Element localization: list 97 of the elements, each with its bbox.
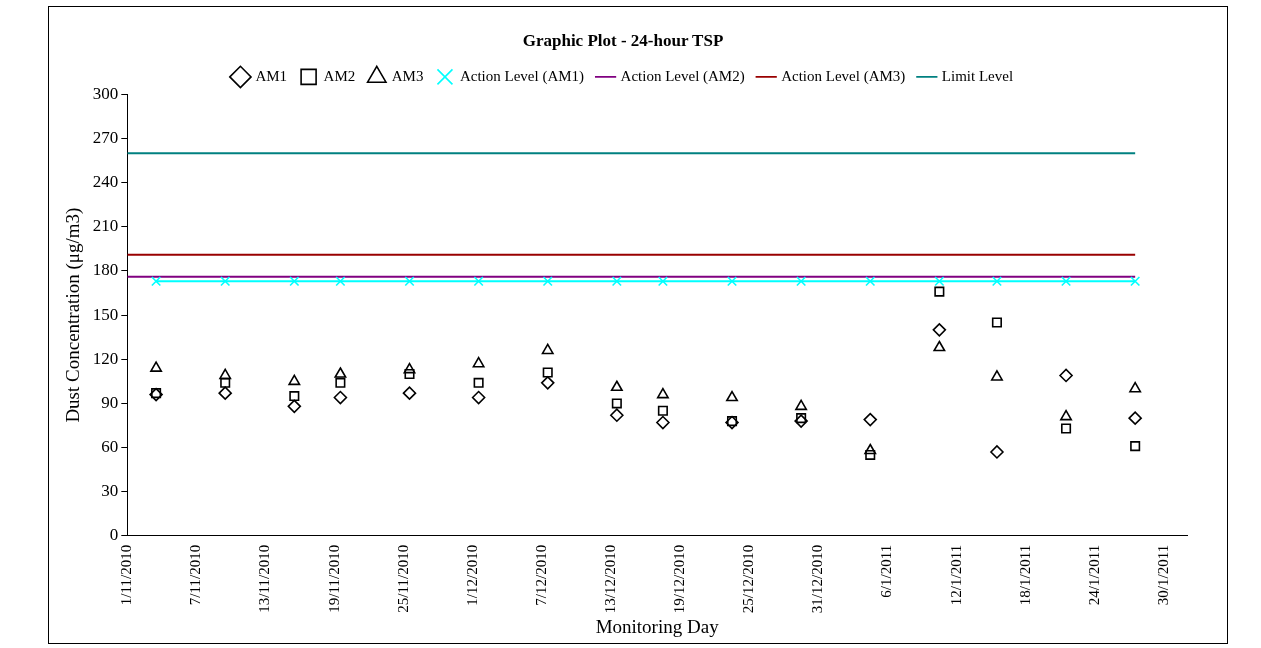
point [1129,381,1142,393]
x-tick-label: 7/11/2010 [187,544,204,606]
point [218,386,233,400]
point [610,380,623,392]
y-tick-label: 90 [101,392,119,412]
x-tick-label: 24/1/2011 [1085,544,1102,606]
point [865,276,876,287]
y-tick-label: 180 [92,260,119,280]
x-tick-label: 7/12/2010 [532,544,549,606]
point [541,343,554,355]
point [1060,409,1073,421]
point [611,398,622,409]
legend-label: AM3 [391,67,424,84]
point [934,276,945,287]
x-tick-label: 31/12/2010 [809,544,826,614]
point [1059,368,1073,383]
point [864,443,877,455]
y-tick-label: 300 [92,83,119,103]
point [333,390,348,405]
legend-label: Action Level (AM2) [620,67,745,85]
legend-label: Action Level (AM1) [459,67,585,85]
point [657,405,668,416]
x-tick-label: 19/12/2010 [671,544,688,614]
y-tick-label: 240 [92,172,119,192]
point [1061,423,1072,434]
point [794,414,808,428]
point [151,276,162,287]
x-tick-label: 13/11/2010 [256,544,273,613]
point [990,370,1003,381]
legend-label: Limit Level [941,67,1014,84]
point [471,390,486,405]
point [540,376,555,390]
point [542,367,553,378]
y-axis-title: Dust Concentration (μg/m3) [62,207,85,423]
point [404,368,415,380]
point [288,374,301,386]
y-tick-label: 120 [92,348,119,368]
point [990,445,1004,459]
point [657,276,668,287]
legend-label: AM2 [323,67,356,84]
point [726,276,738,287]
point [933,340,946,352]
point [796,276,807,287]
chart-title: Graphic Plot - 24-hour TSP [522,30,724,50]
point [150,361,163,372]
point [404,276,415,287]
point [287,399,302,414]
point [402,386,417,400]
point [991,317,1002,328]
point [863,412,878,427]
point [219,368,232,380]
point [335,276,346,287]
point [795,399,808,411]
y-tick-label: 150 [92,304,119,324]
point [1130,441,1141,452]
x-axis-title: Monitoring Day [595,615,720,637]
point [865,449,876,460]
point [1061,276,1072,287]
point [934,286,945,297]
point [932,323,947,337]
point [656,387,669,399]
legend-label: AM1 [255,67,288,84]
x-tick-label: 13/12/2010 [602,544,619,614]
x-tick-label: 1/11/2010 [118,544,135,606]
point [473,377,484,388]
y-tick-label: 210 [92,216,119,236]
point [656,415,670,430]
y-tick-label: 30 [101,481,119,501]
point [726,390,739,402]
point [472,356,485,368]
point [1128,411,1142,425]
point [220,377,231,388]
x-tick-label: 1/12/2010 [463,544,480,606]
x-tick-label: 6/1/2011 [878,544,895,598]
point [611,276,622,287]
point [473,276,484,287]
x-tick-label: 30/1/2011 [1154,544,1171,606]
x-tick-label: 18/1/2011 [1016,544,1033,606]
point [335,377,346,388]
point [220,276,231,287]
y-tick-label: 60 [101,437,119,457]
point [1130,276,1141,287]
x-tick-label: 25/12/2010 [740,544,757,614]
point [403,362,416,374]
point [542,276,553,287]
point [334,367,347,378]
y-tick-label: 270 [92,128,119,148]
x-tick-label: 25/11/2010 [394,544,411,613]
legend-label: Action Level (AM3) [781,67,906,85]
point [289,391,300,402]
point [610,408,624,422]
x-tick-label: 12/1/2011 [947,544,964,606]
y-tick-label: 0 [109,525,119,545]
x-tick-label: 19/11/2010 [325,544,342,613]
point [289,276,300,287]
point [991,276,1002,287]
point [796,413,807,424]
